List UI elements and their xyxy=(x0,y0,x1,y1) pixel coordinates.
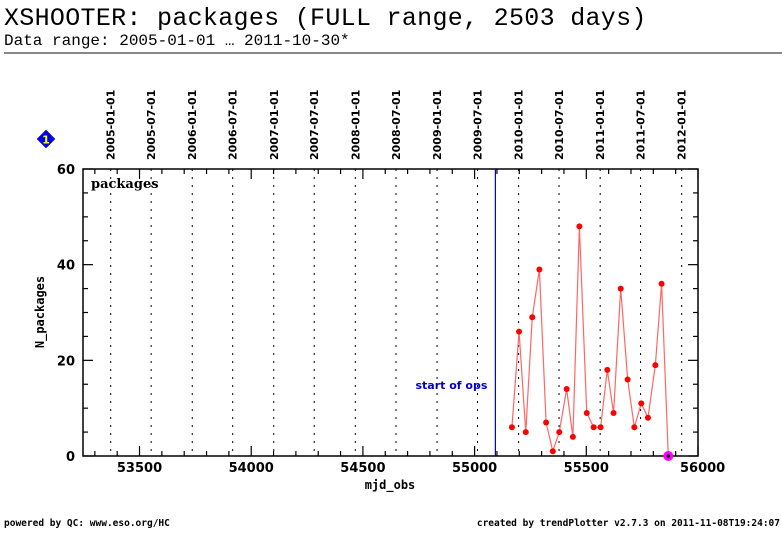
data-point xyxy=(569,433,576,440)
x-tick-label: 56000 xyxy=(680,461,725,476)
date-label: 2005-07-01 xyxy=(145,90,158,160)
date-label: 2011-01-01 xyxy=(594,90,607,160)
data-point xyxy=(536,266,543,273)
data-point xyxy=(624,376,631,383)
date-label: 2009-07-01 xyxy=(472,90,485,160)
data-point xyxy=(631,424,638,431)
y-tick-label: 60 xyxy=(57,163,75,178)
data-point xyxy=(529,314,536,321)
y-tick-labels: 0 20 40 60 xyxy=(57,163,75,465)
date-label: 2012-01-01 xyxy=(676,90,689,160)
date-label: 2008-01-01 xyxy=(349,90,362,160)
data-point xyxy=(590,424,597,431)
footer-powered-by: powered by QC: www.eso.org/HC xyxy=(4,518,170,529)
date-label: 2005-01-01 xyxy=(105,90,118,160)
y-axis-label: N_packages xyxy=(33,276,48,348)
date-label: 2007-01-01 xyxy=(268,90,281,160)
footer-created-by: created by trendPlotter v2.7.3 on 2011-1… xyxy=(476,518,780,529)
x-axis-label: mjd_obs xyxy=(365,478,416,493)
date-label: 2010-01-01 xyxy=(513,90,526,160)
panel-label: packages xyxy=(91,177,159,192)
data-point xyxy=(597,424,604,431)
diamond-icon xyxy=(36,129,56,149)
axis-ticks xyxy=(83,168,699,457)
last-data-point-center xyxy=(666,454,671,458)
series-packages xyxy=(508,223,674,461)
data-point xyxy=(543,419,550,426)
data-point xyxy=(576,223,583,230)
badge-number: 1 xyxy=(42,134,50,147)
data-range-subtitle: Data range: 2005-01-01 … 2011-10-30* xyxy=(4,32,350,50)
start-of-ops-label: start of ops xyxy=(415,379,487,392)
data-point xyxy=(583,409,590,416)
y-tick-label: 0 xyxy=(66,450,75,465)
data-point xyxy=(508,424,515,431)
x-tick-label: 53500 xyxy=(117,461,162,476)
data-point xyxy=(516,328,523,335)
data-point xyxy=(658,280,665,287)
chart-title: XSHOOTER: packages (FULL range, 2503 day… xyxy=(4,4,647,33)
data-point xyxy=(563,386,570,393)
series-line xyxy=(511,226,669,457)
y-tick-label: 40 xyxy=(57,259,75,274)
data-point xyxy=(638,400,645,407)
data-point xyxy=(549,448,556,455)
x-tick-label: 54000 xyxy=(229,461,274,476)
x-tick-label: 55000 xyxy=(452,461,497,476)
data-point xyxy=(617,285,624,292)
date-label: 2006-07-01 xyxy=(227,90,240,160)
date-label: 2010-07-01 xyxy=(553,90,566,160)
date-label: 2006-01-01 xyxy=(186,90,199,160)
plot-frame xyxy=(82,168,699,457)
x-tick-label: 55500 xyxy=(564,461,609,476)
data-point xyxy=(556,429,563,436)
date-label: 2011-07-01 xyxy=(635,90,648,160)
date-label: 2009-01-01 xyxy=(431,90,444,160)
data-point xyxy=(610,409,617,416)
header-separator xyxy=(4,52,782,54)
date-label: 2008-07-01 xyxy=(390,90,403,160)
date-labels: 2005-01-01 2005-07-01 2006-01-01 2006-07-01… xyxy=(105,90,689,160)
data-point xyxy=(652,362,659,369)
x-tick-label: 54500 xyxy=(340,461,385,476)
info-badge[interactable]: 1 xyxy=(36,129,56,149)
x-tick-labels: 53500 54000 54500 55000 55500 56000 xyxy=(117,461,725,476)
data-point xyxy=(644,414,651,421)
data-point xyxy=(522,429,529,436)
date-grid xyxy=(110,169,683,456)
data-point xyxy=(604,366,611,373)
date-label: 2007-07-01 xyxy=(308,90,321,160)
y-tick-label: 20 xyxy=(57,354,75,369)
